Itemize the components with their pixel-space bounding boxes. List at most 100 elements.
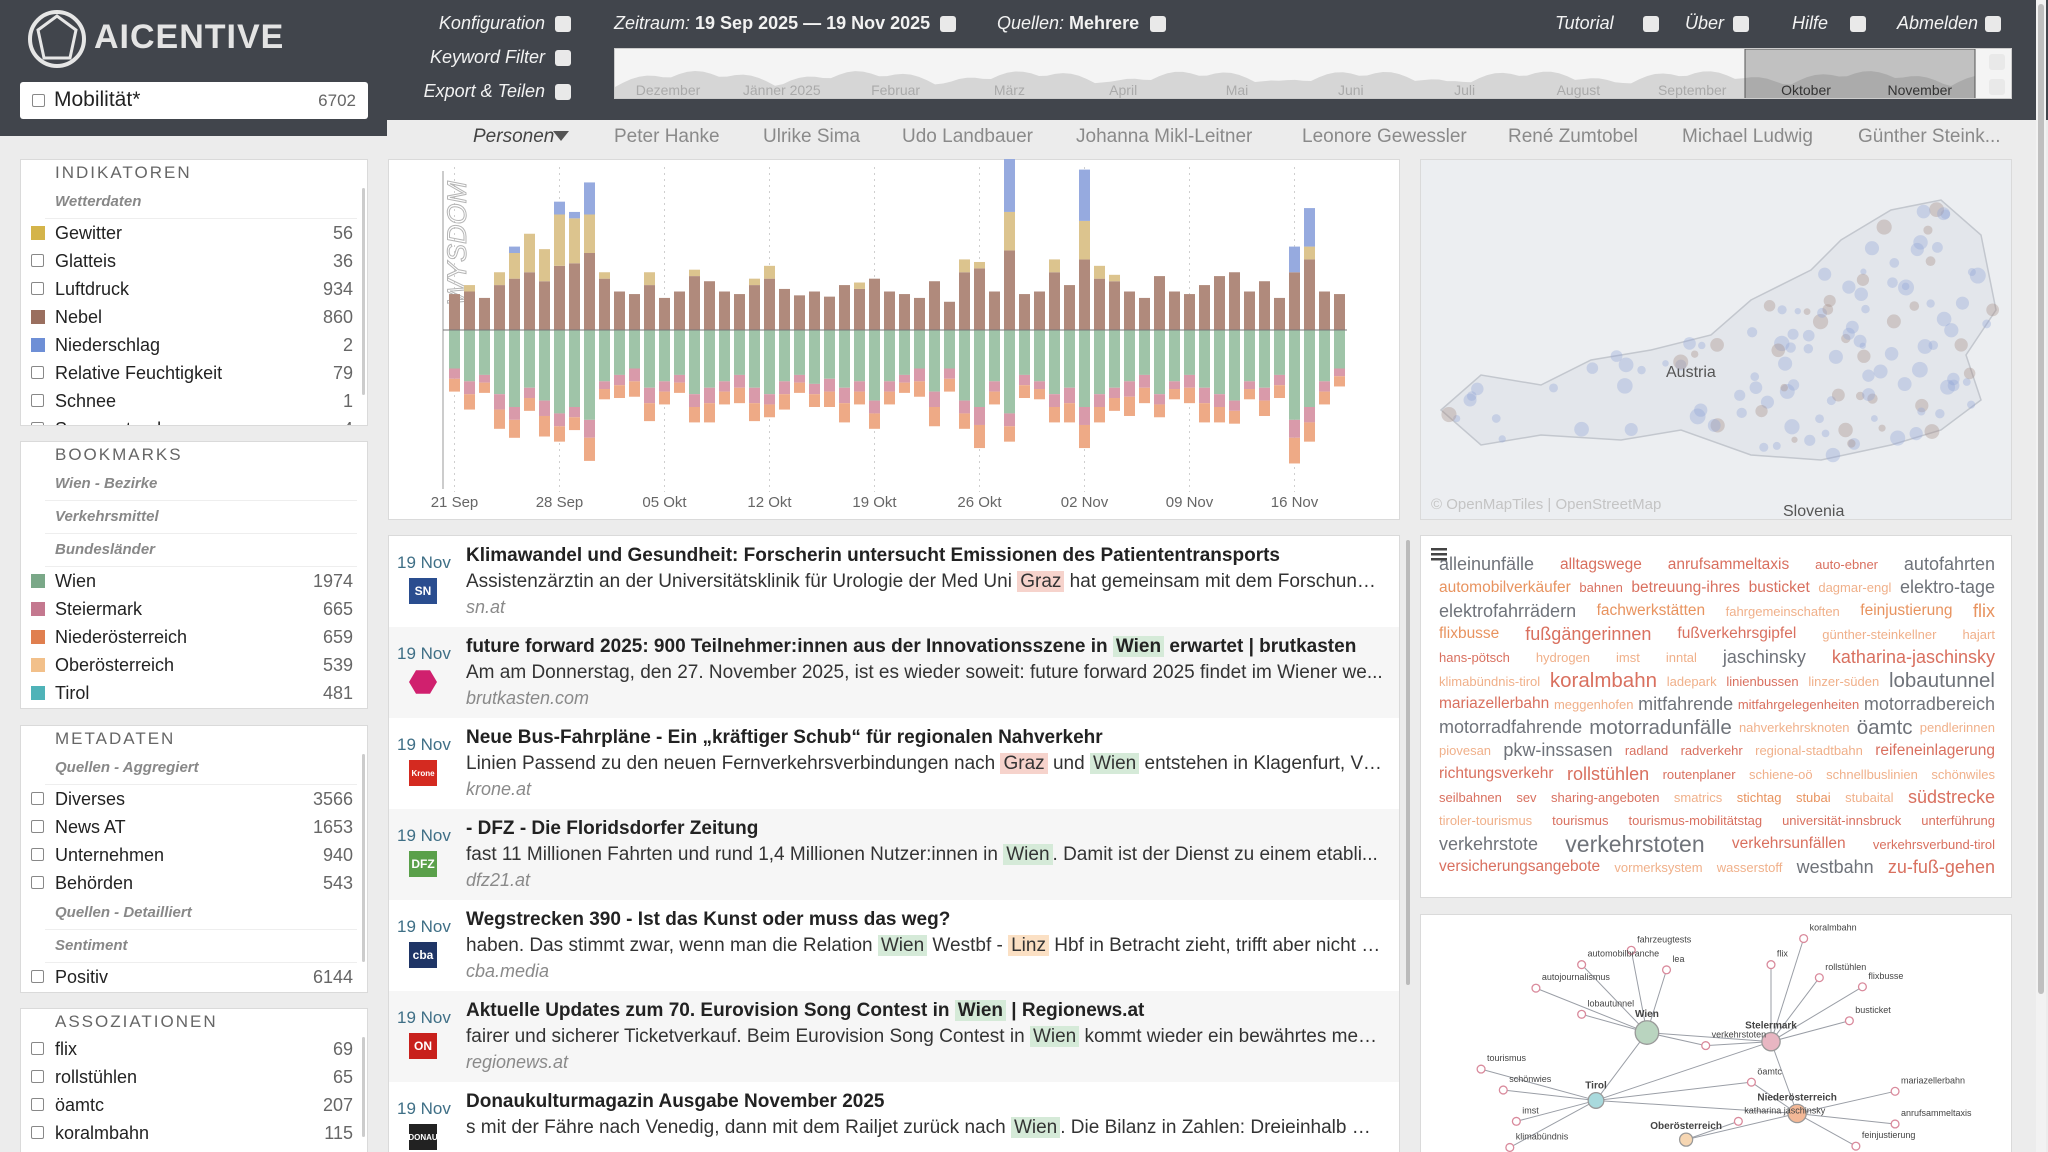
menu-item[interactable]: Konfiguration (438, 13, 545, 33)
person-tab[interactable]: Günther Steink... (1858, 126, 2001, 147)
person-tab[interactable]: Ulrike Sima (763, 126, 861, 147)
news-item[interactable]: 19 Nov DONAU Donaukulturmagazin Ausgabe No… (389, 1082, 1399, 1152)
word[interactable]: elektro-tage (1899, 577, 1995, 598)
indicator-row[interactable]: Behörden 543 (21, 869, 367, 897)
icon[interactable] (555, 84, 571, 100)
word[interactable]: verkehrsunfällen (1731, 835, 1846, 853)
indicator-row[interactable]: Luftdruck 934 (21, 275, 367, 303)
indicator-row[interactable]: Positiv 6144 (21, 963, 367, 991)
menu-item[interactable]: Export & Teilen (423, 81, 545, 101)
timeline[interactable]: Dezember Jänner 2025 Februar März April Mai Ju… (614, 48, 2012, 99)
indicator-row[interactable]: Schnee 1 (21, 387, 367, 415)
word[interactable]: jaschinsky (1722, 647, 1806, 668)
menu-item[interactable]: Keyword Filter (429, 47, 545, 67)
indicator-row[interactable]: News AT 1653 (21, 813, 367, 841)
icon[interactable] (1643, 16, 1659, 32)
indicator-row[interactable]: Diverses 3566 (21, 785, 367, 813)
word[interactable]: hajart (1962, 626, 1995, 642)
search-box[interactable]: Mobilität* 6702 (20, 82, 368, 119)
word[interactable]: motorradbereich (1863, 693, 1995, 714)
word[interactable]: anrufsammeltaxis (1667, 555, 1790, 573)
word[interactable]: nahverkehrsknoten (1738, 720, 1850, 736)
word[interactable]: tourismus-mobilitätstag (1628, 813, 1763, 829)
news-item[interactable]: 19 Nov DFZ - DFZ - Die Floridsdorfer Zeitu… (389, 809, 1399, 900)
news-item[interactable]: 19 Nov cba Wegstrecken 390 - Ist das Kunst… (389, 900, 1399, 991)
word[interactable]: motorradunfälle (1589, 715, 1732, 739)
sources[interactable]: Quellen: Mehrere (997, 13, 1139, 34)
word[interactable]: klimabündnis-tirol (1439, 673, 1541, 689)
tab-dropdown[interactable]: Personen (473, 126, 555, 147)
indicator-row[interactable]: Relative Feuchtigkeit 79 (21, 359, 367, 387)
word[interactable]: tourismus (1552, 813, 1609, 829)
word[interactable]: flixbusse (1439, 625, 1500, 643)
word[interactable]: hydrogen (1535, 650, 1591, 666)
person-tab[interactable]: René Zumtobel (1508, 126, 1638, 147)
word[interactable]: linienbussen (1726, 673, 1799, 689)
word[interactable]: schönwiles (1931, 766, 1995, 782)
indicator-row[interactable]: Wien 1974 (21, 567, 367, 595)
indicator-row[interactable]: rollstühlen 65 (21, 1063, 367, 1091)
word[interactable]: feinjustierung (1860, 602, 1953, 620)
period[interactable]: Zeitraum: 19 Sep 2025 — 19 Nov 2025 (614, 13, 930, 34)
word[interactable]: fachwerkstätten (1596, 602, 1706, 620)
word[interactable]: zu-fuß-gehen (1887, 856, 1995, 877)
news-item[interactable]: 19 Nov SN Klimawandel und Gesundheit: Fors… (389, 536, 1399, 627)
indicator-row[interactable]: Niederösterreich 659 (21, 623, 367, 651)
icon[interactable] (1989, 79, 2005, 95)
word[interactable]: stubai (1795, 790, 1831, 805)
word[interactable]: mitfahrgelegenheiten (1737, 696, 1860, 712)
word[interactable]: autofahrten (1903, 554, 1995, 574)
icon[interactable] (940, 16, 956, 32)
word[interactable]: mitfahrende (1638, 693, 1734, 714)
nav-link[interactable]: Tutorial (1555, 13, 1614, 33)
word[interactable]: verkehrsverbund-tirol (1872, 836, 1995, 852)
word[interactable]: automobilverkäufer (1439, 578, 1571, 596)
news-item[interactable]: 19 Nov future forward 2025: 900 Teilnehme… (389, 627, 1399, 718)
person-tab[interactable]: Peter Hanke (614, 126, 720, 147)
word[interactable]: fußverkehrsgipfel (1677, 625, 1797, 643)
word[interactable]: katharina-jaschinsky (1831, 647, 1995, 668)
nav-link[interactable]: Abmelden (1897, 13, 1979, 33)
icon[interactable] (555, 50, 571, 66)
word[interactable]: betreuung-ihres (1631, 578, 1740, 596)
word[interactable]: mariazellerbahn (1439, 695, 1550, 713)
word[interactable]: bahnen (1579, 580, 1623, 596)
word[interactable]: ladepark (1666, 673, 1717, 689)
word[interactable]: regional-stadtbahn (1755, 743, 1863, 759)
word[interactable]: rollstühlen (1567, 763, 1650, 784)
indicator-row[interactable]: öamtc 207 (21, 1091, 367, 1119)
news-item[interactable]: 19 Nov ON Aktuelle Updates zum 70. Eurovis… (389, 991, 1399, 1082)
word[interactable]: seilbahnen (1439, 790, 1502, 805)
word[interactable]: dagmar-engl (1818, 580, 1892, 596)
word[interactable]: koralmbahn (1549, 669, 1658, 692)
word[interactable]: meggenhofen (1553, 696, 1634, 712)
word[interactable]: schiene-oö (1749, 766, 1813, 782)
indicator-row[interactable]: Oberösterreich 539 (21, 651, 367, 679)
word[interactable]: inntal (1665, 650, 1697, 666)
word[interactable]: pkw-inssasen (1503, 740, 1613, 761)
indicator-row[interactable]: flix 69 (21, 1035, 367, 1063)
word[interactable]: tiroler-tourismus (1439, 813, 1533, 829)
nav-link[interactable]: Hilfe (1792, 13, 1829, 33)
word[interactable]: linzer-süden (1808, 673, 1880, 689)
person-tab[interactable]: Michael Ludwig (1682, 126, 1813, 147)
icon[interactable] (1733, 16, 1749, 32)
word[interactable]: sev (1516, 790, 1537, 805)
word[interactable]: routenplaner (1662, 766, 1736, 782)
word[interactable]: südstrecke (1907, 787, 1995, 807)
word[interactable]: günther-steinkellner (1822, 626, 1937, 642)
word[interactable]: fußgängerinnen (1525, 623, 1652, 644)
word[interactable]: piovesan (1439, 743, 1492, 759)
icon[interactable] (555, 16, 571, 32)
word[interactable]: wasserstoff (1716, 859, 1783, 875)
word[interactable]: richtungsverkehr (1439, 765, 1554, 783)
word[interactable]: imst (1616, 650, 1640, 666)
word[interactable]: stichtag (1736, 790, 1782, 805)
indicator-row[interactable]: koralmbahn 115 (21, 1119, 367, 1147)
person-tab[interactable]: Udo Landbauer (902, 126, 1033, 147)
word[interactable]: radverkehr (1680, 743, 1743, 759)
word[interactable]: alltagswege (1559, 555, 1642, 573)
news-item[interactable]: 19 Nov Krone Neue Bus-Fahrpläne - Ein „krä… (389, 718, 1399, 809)
word[interactable]: versicherungsangebote (1439, 858, 1601, 876)
indicator-row[interactable]: Gewitter 56 (21, 219, 367, 247)
